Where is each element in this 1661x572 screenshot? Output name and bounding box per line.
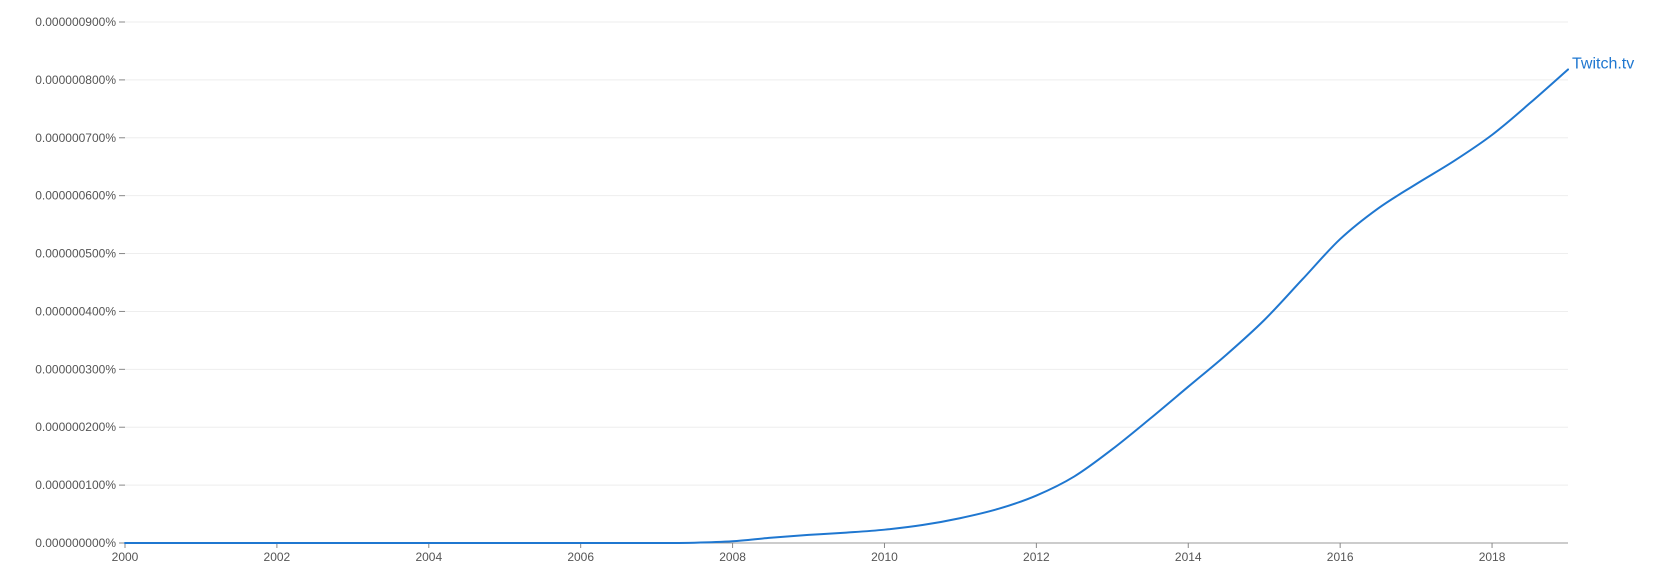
y-tick-label: 0.000000700% (35, 131, 116, 145)
y-tick-label: 0.000000600% (35, 189, 116, 203)
x-tick-label: 2018 (1479, 550, 1506, 564)
x-tick-label: 2016 (1327, 550, 1354, 564)
y-tick-label: 0.000000200% (35, 420, 116, 434)
x-tick-label: 2006 (567, 550, 594, 564)
y-tick-label: 0.000000100% (35, 478, 116, 492)
x-tick-label: 2004 (415, 550, 442, 564)
x-tick-label: 2012 (1023, 550, 1050, 564)
x-tick-label: 2008 (719, 550, 746, 564)
x-tick-label: 2014 (1175, 550, 1202, 564)
x-tick-label: 2002 (264, 550, 291, 564)
grid-lines (125, 21, 1568, 486)
x-tick-label: 2000 (112, 550, 139, 564)
y-tick-label: 0.000000400% (35, 304, 116, 318)
series-line-twitch-tv (124, 68, 1569, 545)
y-tick-label: 0.000000300% (35, 362, 116, 376)
series-label: Twitch.tv (1572, 55, 1634, 72)
y-tick-label: 0.000000900% (35, 15, 116, 29)
y-tick-label: 0.000000500% (35, 247, 116, 261)
axes: 0.000000000% 0.000000100% 0.000000200% 0.00… (35, 15, 1568, 564)
x-tick-label: 2010 (871, 550, 898, 564)
y-tick-label: 0.000000800% (35, 73, 116, 87)
series-lines (124, 68, 1569, 545)
y-tick-label: 0.000000000% (35, 536, 116, 550)
series-labels: Twitch.tv (1572, 55, 1634, 72)
